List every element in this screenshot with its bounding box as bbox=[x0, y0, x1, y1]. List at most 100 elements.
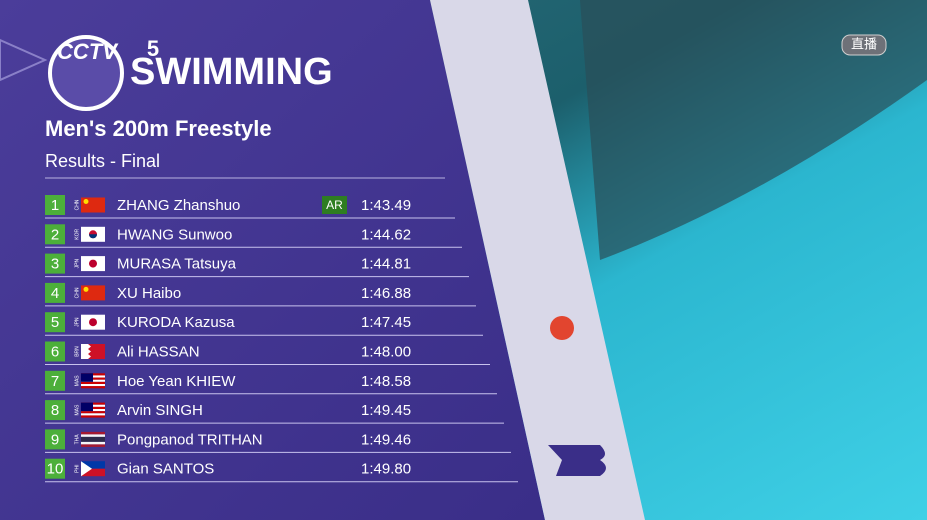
rank-box bbox=[45, 253, 65, 274]
rank: 5 bbox=[51, 314, 59, 331]
flag-stripe bbox=[81, 411, 105, 414]
flag-stripe bbox=[81, 436, 105, 442]
rank-box bbox=[45, 312, 65, 333]
result-time: 1:46.88 bbox=[361, 285, 411, 302]
result-row: 7 MAS Hoe Yean KHIEW 1:48.58 bbox=[45, 370, 497, 395]
logo-brand: CCTV bbox=[57, 39, 119, 64]
rank: 8 bbox=[51, 402, 59, 419]
rank-box bbox=[45, 429, 65, 450]
record-badge: AR bbox=[326, 198, 343, 212]
flag bbox=[81, 402, 105, 418]
rank: 1 bbox=[51, 197, 59, 214]
mascot-sun bbox=[550, 316, 574, 340]
result-row: 1 CHN ZHANG Zhanshuo AR 1:43.49 bbox=[45, 195, 455, 219]
athlete-name: Gian SANTOS bbox=[117, 461, 214, 478]
country-code: MAS bbox=[74, 404, 80, 416]
rank: 2 bbox=[51, 226, 59, 243]
result-row: 5 JPN KURODA Kazusa 1:47.45 bbox=[45, 312, 483, 336]
result-time: 1:49.46 bbox=[361, 431, 411, 448]
record-badge-bg bbox=[322, 196, 347, 214]
result-row: 10 PHI Gian SANTOS 1:49.80 bbox=[45, 458, 518, 483]
athlete-name: XU Haibo bbox=[117, 285, 181, 302]
athlete-name: ZHANG Zhanshuo bbox=[117, 197, 240, 214]
flag-canton bbox=[81, 373, 93, 382]
athlete-name: HWANG Sunwoo bbox=[117, 226, 232, 243]
flag-stripe bbox=[81, 381, 105, 384]
flag-stripe bbox=[81, 461, 105, 469]
country-code: CHN bbox=[74, 287, 80, 298]
rank-box bbox=[45, 195, 65, 215]
live-badge-bg bbox=[841, 34, 887, 56]
athlete-name: Hoe Yean KHIEW bbox=[117, 373, 236, 390]
flag bbox=[81, 431, 105, 447]
flag-stripe bbox=[81, 434, 105, 437]
rank-box bbox=[45, 282, 65, 303]
country-code: PHI bbox=[74, 465, 80, 473]
flag-disc bbox=[89, 318, 97, 327]
flag-stripe bbox=[81, 431, 105, 435]
rank: 9 bbox=[51, 431, 59, 448]
flag-canton bbox=[81, 402, 93, 412]
logo-circle bbox=[48, 35, 124, 111]
athlete-name: Pongpanod TRITHAN bbox=[117, 431, 263, 448]
result-row: 8 MAS Arvin SINGH 1:49.45 bbox=[45, 400, 504, 424]
logo-channel: 5 bbox=[147, 36, 159, 61]
pool-shadow bbox=[580, 0, 927, 260]
flag-stripe bbox=[81, 444, 105, 447]
live-badge: 直播 bbox=[851, 36, 877, 51]
result-row: 3 JPN MURASA Tatsuya 1:44.81 bbox=[45, 253, 469, 278]
rank: 10 bbox=[47, 461, 64, 478]
flag-star bbox=[83, 286, 89, 292]
event-title: Men's 200m Freestyle bbox=[45, 116, 272, 141]
b-logo bbox=[548, 445, 606, 476]
country-code: MAS bbox=[74, 375, 80, 387]
flag-disc bbox=[89, 259, 97, 268]
flag bbox=[81, 197, 105, 213]
flag-emblem bbox=[89, 234, 97, 239]
rank-box bbox=[45, 400, 65, 421]
flag-star bbox=[83, 199, 89, 204]
result-time: 1:44.81 bbox=[361, 256, 411, 273]
rank-box bbox=[45, 224, 65, 245]
sport-title: SWIMMING bbox=[130, 51, 333, 93]
result-time: 1:43.49 bbox=[361, 197, 411, 214]
athlete-name: Arvin SINGH bbox=[117, 402, 203, 419]
flag-triangle bbox=[81, 461, 92, 477]
rank-box bbox=[45, 341, 65, 362]
result-time: 1:49.80 bbox=[361, 461, 411, 478]
flag-stripe bbox=[81, 384, 105, 387]
athlete-name: KURODA Kazusa bbox=[117, 314, 235, 331]
athlete-name: Ali HASSAN bbox=[117, 343, 200, 360]
rank-box bbox=[45, 370, 65, 391]
athlete-name: MURASA Tatsuya bbox=[117, 256, 237, 273]
results-list: 1 CHN ZHANG Zhanshuo AR 1:43.49 2 KOR HWANG Sun… bbox=[45, 195, 518, 483]
result-row: 6 BRN Ali HASSAN 1:48.00 bbox=[45, 341, 490, 365]
flag bbox=[81, 285, 105, 301]
stage-title: Results - Final bbox=[45, 151, 160, 171]
flag bbox=[81, 373, 105, 389]
flag-hoist bbox=[81, 344, 91, 359]
result-row: 4 CHN XU Haibo 1:46.88 bbox=[45, 282, 476, 307]
flag-stripe bbox=[81, 441, 105, 445]
flag bbox=[81, 314, 105, 330]
rank-box bbox=[45, 458, 65, 479]
country-code: THA bbox=[74, 434, 80, 445]
flag-stripe bbox=[81, 415, 105, 418]
flag bbox=[81, 344, 105, 359]
result-time: 1:49.45 bbox=[361, 402, 411, 419]
result-time: 1:44.62 bbox=[361, 226, 411, 243]
flag bbox=[81, 256, 105, 272]
rank: 4 bbox=[51, 285, 59, 302]
result-time: 1:47.45 bbox=[361, 314, 411, 331]
rank: 7 bbox=[51, 373, 59, 390]
results-panel bbox=[0, 0, 545, 520]
flag bbox=[81, 226, 105, 242]
result-row: 9 THA Pongpanod TRITHAN 1:49.46 bbox=[45, 429, 511, 453]
result-time: 1:48.58 bbox=[361, 373, 411, 390]
rank: 3 bbox=[51, 256, 59, 273]
country-code: CHN bbox=[74, 199, 80, 210]
flag bbox=[81, 461, 105, 477]
result-time: 1:48.00 bbox=[361, 343, 411, 360]
result-row: 2 KOR HWANG Sunwoo 1:44.62 bbox=[45, 224, 462, 248]
